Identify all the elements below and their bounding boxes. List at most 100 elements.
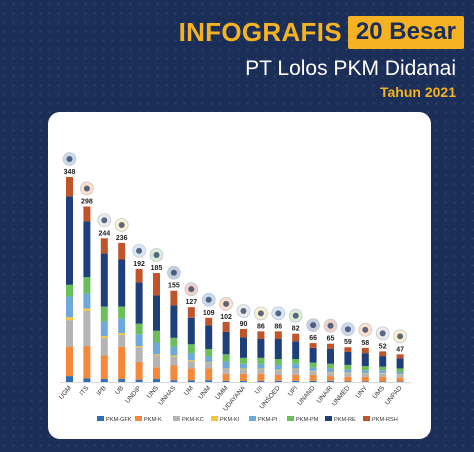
university-logo-core-icon — [379, 330, 386, 337]
x-tick-label: UMM — [214, 385, 229, 401]
bar-segment-unair-pkm-kc — [327, 372, 334, 377]
bar-total-label: 59 — [344, 339, 352, 346]
x-tick-label: UNM — [197, 385, 212, 401]
bar-segment-upi-pkm-ki — [292, 368, 300, 370]
bar-segment-uny-pkm-gfk — [361, 381, 369, 382]
university-logo-core-icon — [344, 326, 351, 333]
bar-segment-ipb-pkm-re — [100, 253, 108, 307]
legend-label-pkm-gfk: PKM-GFK — [106, 417, 132, 423]
bar-segment-unsoed-pkm-re — [274, 338, 282, 360]
bar-segment-undip-pkm-rsh — [135, 268, 143, 283]
legend-swatch-pkm-rsh — [363, 416, 370, 421]
bar-segment-ums-pkm-ki — [379, 373, 387, 374]
bar-segment-unhas-pkm-rsh — [170, 290, 178, 306]
bar-segment-unand-pkm-gfk — [309, 380, 317, 382]
bar-segment-unair-pkm-rsh — [327, 343, 334, 350]
bar-segment-uns-pkm-gfk — [153, 379, 160, 382]
bar-segment-unmed-pkm-pm — [344, 364, 352, 370]
bar-segment-unm-pkm-rsh — [205, 317, 213, 326]
bar-segment-unmed-pkm-k — [344, 376, 352, 382]
stacked-bar-chart: 348 UGM 298 ITS 244 IPB 236 UB 192 UNDIP 185 UNS 155… — [58, 152, 411, 423]
bar-segment-ums-pkm-kc — [379, 373, 387, 377]
legend-swatch-pkm-pm — [287, 416, 294, 421]
bar-segment-unm-pkm-pi — [205, 356, 213, 362]
bar-segment-unair-pkm-pi — [327, 368, 334, 372]
x-tick-label: UM — [183, 385, 195, 397]
bar-segment-unand-pkm-rsh — [309, 343, 317, 348]
university-logo-core-icon — [292, 312, 299, 319]
bar-segment-undip-pkm-kc — [135, 347, 143, 362]
bar-segment-ipb-pkm-pm — [100, 306, 108, 322]
bar-segment-its-pkm-ki — [83, 308, 91, 311]
bar-segment-uii-pkm-gfk — [257, 380, 265, 382]
bar-segment-ugm-pkm-kc — [66, 320, 73, 347]
university-logo-core-icon — [188, 286, 195, 293]
bar-segment-ub-pkm-k — [118, 346, 126, 380]
bar-total-label: 86 — [274, 323, 282, 330]
bar-segment-undip-pkm-gfk — [135, 379, 143, 382]
legend-label-pkm-rsh: PKM-RSH — [372, 417, 398, 423]
university-logo-core-icon — [101, 217, 108, 224]
bar-segment-unhas-pkm-kc — [170, 356, 178, 366]
bar-segment-ums-pkm-rsh — [379, 351, 387, 357]
x-tick-label: UPI — [287, 385, 299, 398]
bar-segment-unsoed-pkm-pm — [274, 359, 282, 365]
bar-segment-udayana-pkm-rsh — [240, 328, 247, 338]
bar-segment-ub-pkm-rsh — [118, 242, 126, 260]
bar-segment-ugm-pkm-k — [66, 346, 73, 377]
bar-segment-udayana-pkm-ki — [240, 368, 247, 370]
bar-segment-uny-pkm-pi — [361, 370, 369, 374]
bar-segment-unmed-pkm-ki — [344, 372, 352, 374]
bar-segment-unand-pkm-pi — [309, 367, 317, 371]
bar-total-label: 52 — [379, 343, 387, 350]
bar-segment-uii-pkm-pm — [257, 357, 265, 364]
header-title: INFOGRAFIS 20 Besar — [0, 16, 464, 49]
bar-total-label: 66 — [309, 335, 317, 342]
bar-segment-its-pkm-pi — [83, 293, 91, 309]
x-tick-label: UNDIP — [124, 385, 142, 405]
bar-total-label: 185 — [151, 265, 163, 272]
bar-segment-upi-pkm-gfk — [292, 380, 300, 382]
bar-segment-unhas-pkm-pi — [170, 346, 178, 356]
bar-total-label: 236 — [116, 235, 128, 242]
bar-segment-ipb-pkm-gfk — [100, 379, 108, 382]
bar-segment-unpad-pkm-rsh — [396, 354, 404, 359]
bar-segment-ums-pkm-k — [379, 376, 387, 382]
bar-segment-uns-pkm-re — [153, 295, 160, 331]
bar-segment-unair-pkm-gfk — [327, 380, 334, 382]
legend-label-pkm-ki: PKM-KI — [220, 417, 240, 423]
bar-segment-unhas-pkm-pm — [170, 337, 178, 347]
bar-segment-uns-pkm-pm — [153, 330, 160, 343]
legend-label-pkm-re: PKM-RE — [334, 417, 356, 423]
bar-total-label: 102 — [220, 314, 232, 321]
bar-segment-unpad-pkm-re — [396, 358, 404, 369]
bar-segment-uny-pkm-kc — [361, 373, 369, 377]
x-tick-label: ITS — [79, 384, 91, 397]
legend-swatch-pkm-k — [135, 416, 142, 421]
university-logo-core-icon — [327, 322, 334, 329]
bar-segment-ipb-pkm-k — [100, 355, 108, 380]
bar-total-label: 58 — [361, 340, 369, 347]
bar-segment-uny-pkm-rsh — [361, 347, 369, 354]
bar-total-label: 127 — [185, 299, 197, 306]
x-tick-label: IPB — [96, 385, 108, 398]
bar-segment-upi-pkm-k — [292, 374, 300, 381]
bar-segment-unand-pkm-pm — [309, 362, 317, 368]
bar-segment-upi-pkm-pi — [292, 363, 300, 369]
bar-total-label: 298 — [81, 198, 93, 205]
university-logo-core-icon — [362, 326, 369, 333]
bar-total-label: 47 — [396, 346, 404, 353]
legend-swatch-pkm-pi — [249, 416, 256, 421]
bar-segment-unsoed-pkm-k — [274, 374, 282, 381]
legend-label-pkm-kc: PKM-KC — [182, 417, 204, 423]
bar-segment-umm-pkm-pi — [222, 361, 230, 369]
title-infografis: INFOGRAFIS — [178, 17, 342, 47]
bar-segment-undip-pkm-re — [135, 282, 143, 324]
bar-segment-unsoed-pkm-ki — [274, 369, 282, 371]
bar-segment-upi-pkm-re — [292, 341, 300, 360]
bar-segment-umm-pkm-k — [222, 373, 230, 381]
legend-swatch-pkm-re — [325, 416, 332, 421]
university-logo-core-icon — [136, 247, 143, 254]
bar-total-label: 155 — [168, 283, 180, 290]
x-tick-label: UNPAD — [384, 385, 404, 407]
